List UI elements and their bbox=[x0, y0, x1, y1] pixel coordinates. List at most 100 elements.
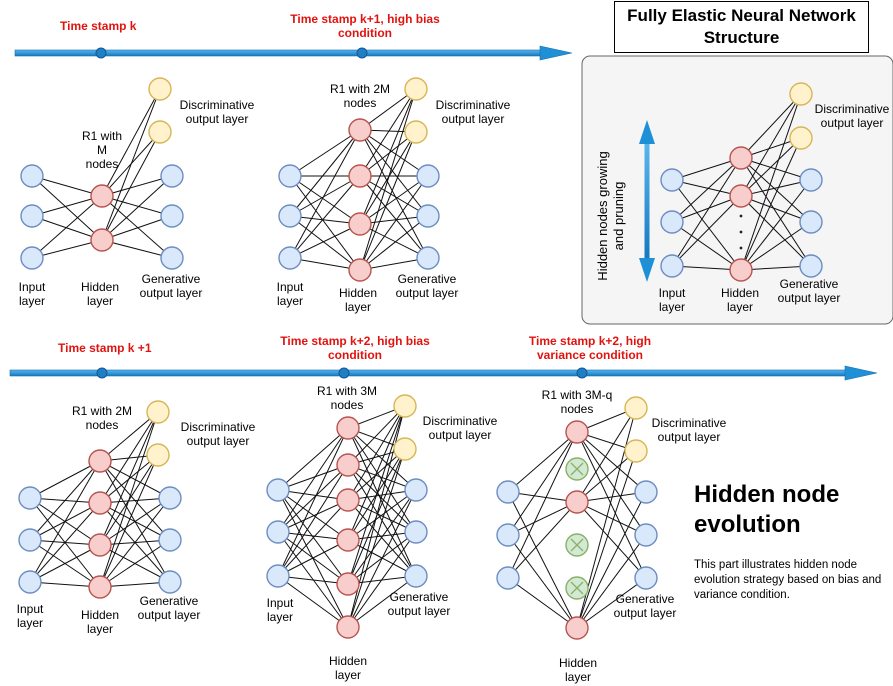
network-edge bbox=[31, 239, 103, 259]
network-edge bbox=[507, 534, 578, 629]
network-edge bbox=[740, 221, 812, 271]
network-edge bbox=[740, 179, 812, 271]
network-edge bbox=[277, 427, 349, 533]
network-edge bbox=[347, 405, 406, 585]
network-edge bbox=[99, 497, 171, 588]
timeline-top-arrow-dot-2 bbox=[356, 47, 368, 59]
network-edge bbox=[507, 501, 578, 536]
hidden-layer-label-panel: Hidden layer bbox=[720, 286, 760, 314]
net4-discriminative-node-2 bbox=[393, 437, 417, 461]
network-edge bbox=[347, 575, 417, 628]
network-edge bbox=[347, 405, 406, 466]
generative-output-label-5: Generative output layer bbox=[613, 592, 677, 620]
timeline-top-arrow-dot-1 bbox=[95, 47, 107, 59]
net5-generative-node-1 bbox=[634, 480, 658, 504]
network-edge bbox=[289, 215, 361, 225]
network-edge bbox=[31, 175, 103, 197]
network-edge bbox=[289, 129, 361, 177]
net2-input-node-1 bbox=[278, 164, 302, 188]
panel-ellipsis-dot-1 bbox=[739, 214, 743, 218]
panel-discriminative-node-2 bbox=[789, 126, 813, 150]
generative-output-label-3: Generative output layer bbox=[137, 594, 201, 622]
net4-generative-node-3 bbox=[404, 564, 428, 588]
network-edge bbox=[507, 491, 578, 629]
net3-hidden-node-1 bbox=[88, 449, 112, 473]
network-edge bbox=[347, 489, 417, 585]
network-edge bbox=[277, 464, 349, 533]
network-edge bbox=[277, 531, 349, 541]
r1-m-nodes-label: R1 with M nodes bbox=[81, 129, 122, 171]
timestamp-k1-label: Time stamp k +1 bbox=[58, 341, 152, 355]
network-edge bbox=[289, 175, 361, 225]
net1-generative-node-2 bbox=[160, 204, 184, 228]
net2-generative-node-2 bbox=[416, 204, 440, 228]
network-edge bbox=[347, 464, 417, 533]
net2-discriminative-node-1 bbox=[404, 77, 428, 101]
net4-hidden-node-6 bbox=[336, 615, 360, 639]
network-edge bbox=[277, 539, 349, 577]
network-edge bbox=[740, 137, 802, 197]
net2-hidden-node-4 bbox=[348, 258, 372, 282]
panel-discriminative-node-1 bbox=[789, 82, 813, 106]
input-layer-label-1: Input layer bbox=[18, 280, 46, 308]
disc-output-label-2: Discriminative output layer bbox=[435, 98, 511, 126]
network-edge bbox=[347, 448, 406, 501]
network-edge bbox=[101, 131, 161, 241]
net5-hidden-node-1 bbox=[565, 420, 589, 444]
network-edge bbox=[31, 195, 103, 259]
net2-input-node-2 bbox=[278, 204, 302, 228]
net3-hidden-node-4 bbox=[88, 575, 112, 599]
net1-input-node-2 bbox=[20, 204, 44, 228]
network-edge bbox=[740, 93, 802, 197]
network-edge bbox=[277, 575, 349, 585]
timeline-top-arrow bbox=[14, 45, 573, 61]
timeline-bottom-arrow-dot-3 bbox=[576, 367, 588, 379]
network-edge bbox=[31, 175, 103, 241]
generative-output-label-4: Generative output layer bbox=[387, 590, 451, 618]
network-edge bbox=[576, 501, 647, 536]
panel-ellipsis-dot-2 bbox=[739, 230, 743, 234]
network-edge bbox=[347, 427, 417, 533]
network-edge bbox=[31, 215, 103, 241]
network-edge bbox=[101, 215, 173, 241]
network-edge bbox=[277, 499, 349, 533]
hidden-layer-label-1: Hidden layer bbox=[80, 280, 120, 308]
section-description: This part illustrates hidden node evolut… bbox=[694, 559, 882, 601]
generative-output-label-2: Generative output layer bbox=[395, 272, 459, 300]
network-edge bbox=[347, 489, 417, 541]
network-edge bbox=[359, 131, 417, 271]
timeline-bottom-arrow bbox=[9, 365, 878, 381]
net2-hidden-node-3 bbox=[348, 212, 372, 236]
network-edge bbox=[507, 501, 578, 579]
network-edge bbox=[277, 489, 349, 541]
net5-pruned-hidden-node-5 bbox=[565, 576, 589, 600]
net4-hidden-node-2 bbox=[336, 453, 360, 477]
growing-pruning-label: Hidden nodes growing and pruning bbox=[595, 151, 626, 281]
hidden-layer-label-5: Hidden layer bbox=[558, 656, 598, 684]
net2-discriminative-node-2 bbox=[404, 120, 428, 144]
net1-hidden-node-2 bbox=[90, 228, 114, 252]
network-edge bbox=[359, 129, 429, 217]
input-layer-label-4: Input layer bbox=[266, 596, 294, 624]
network-edge bbox=[359, 88, 417, 271]
network-edge bbox=[347, 531, 417, 628]
network-edge bbox=[101, 88, 161, 241]
network-edge bbox=[359, 129, 429, 259]
panel-ellipsis-dot-3 bbox=[739, 246, 743, 250]
timeline-bottom-arrow-dot-2 bbox=[338, 367, 350, 379]
net1-discriminative-node-1 bbox=[148, 77, 172, 101]
input-layer-label-panel: Input layer bbox=[658, 286, 686, 314]
network-edge bbox=[289, 257, 361, 271]
net3-discriminative-node-2 bbox=[146, 443, 170, 467]
timestamp-k-label: Time stamp k bbox=[60, 19, 137, 33]
net5-pruned-hidden-node-2 bbox=[565, 457, 589, 481]
network-edge bbox=[359, 88, 417, 225]
network-edge bbox=[740, 93, 802, 271]
network-edge bbox=[671, 221, 742, 271]
net5-input-node-2 bbox=[496, 523, 520, 547]
net3-input-node-2 bbox=[18, 528, 42, 552]
timestamp-k2-variance-label: Time stamp k+2, high variance condition bbox=[528, 334, 652, 362]
disc-output-label-3: Discriminative output layer bbox=[180, 420, 256, 448]
hidden-layer-label-3: Hidden layer bbox=[80, 608, 120, 636]
